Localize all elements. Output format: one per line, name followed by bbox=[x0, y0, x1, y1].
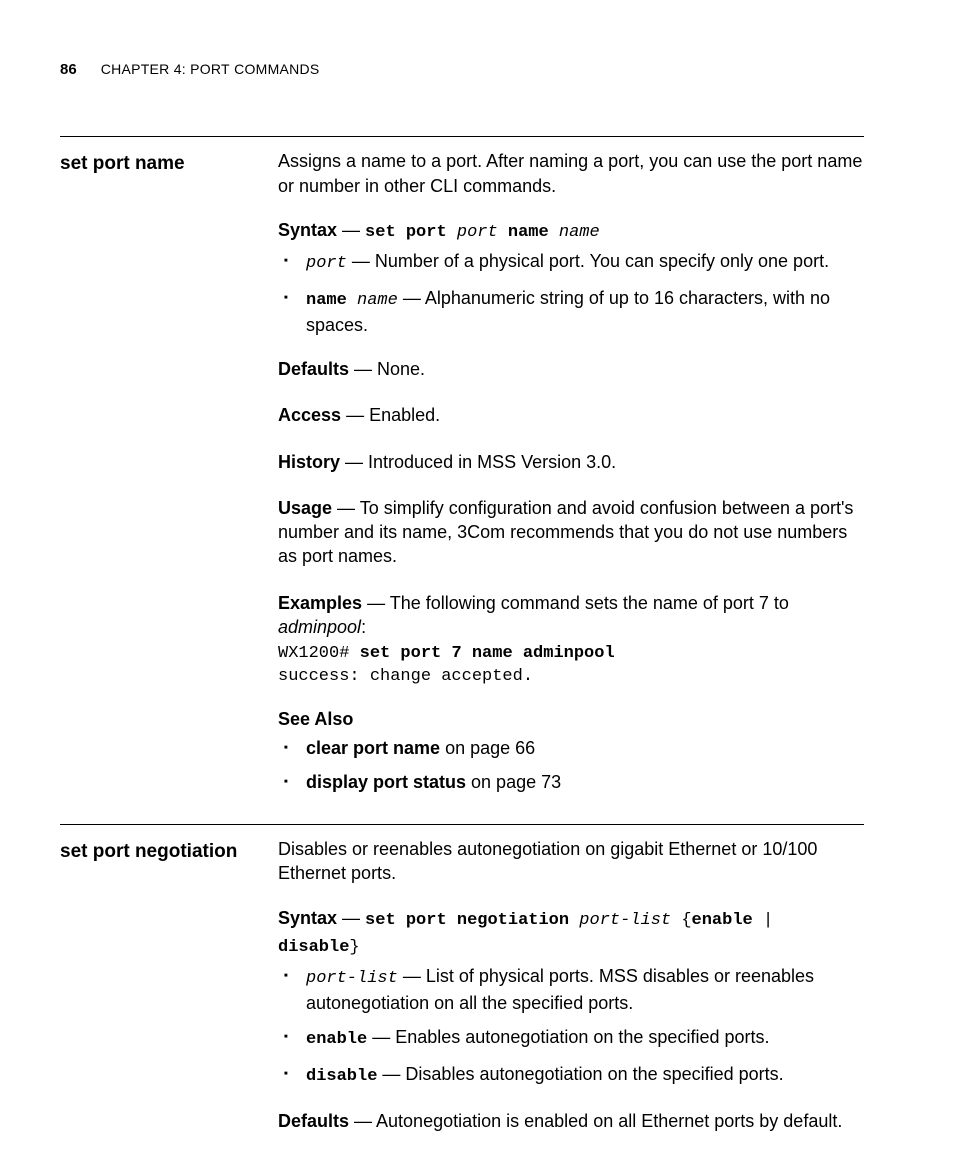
text: 4: bbox=[170, 61, 191, 77]
list-item: name name — Alphanumeric string of up to… bbox=[278, 286, 864, 337]
label: Access bbox=[278, 405, 341, 425]
code: enable bbox=[692, 911, 753, 930]
text: : bbox=[361, 617, 366, 637]
code: disable bbox=[278, 938, 349, 957]
section-set-port-name: set port name Assigns a name to a port. … bbox=[60, 149, 864, 814]
text: — Enabled. bbox=[341, 405, 440, 425]
list-item: enable — Enables autonegotiation on the … bbox=[278, 1025, 864, 1052]
history-line: History — Introduced in MSS Version 3.0. bbox=[278, 450, 864, 474]
section-set-port-negotiation: set port negotiation Disables or reenabl… bbox=[60, 837, 864, 1155]
text: on page 66 bbox=[440, 738, 535, 758]
section-title: set port name bbox=[60, 149, 278, 177]
defaults-line: Defaults — Autonegotiation is enabled on… bbox=[278, 1109, 864, 1133]
code: set port bbox=[365, 223, 457, 242]
code: | bbox=[753, 911, 773, 930]
code: set port 7 name adminpool bbox=[360, 644, 615, 663]
label: Examples bbox=[278, 593, 362, 613]
code: { bbox=[671, 911, 691, 930]
examples-line: Examples — The following command sets th… bbox=[278, 591, 864, 640]
syntax-line: Syntax — set port negotiation port-list … bbox=[278, 906, 864, 960]
page: 86 CHAPTER 4: PORT COMMANDS set port nam… bbox=[0, 0, 954, 1145]
text: C bbox=[234, 61, 244, 77]
code: success: change accepted. bbox=[278, 667, 533, 686]
page-number: 86 bbox=[60, 60, 77, 80]
label: Usage bbox=[278, 498, 332, 518]
text: C bbox=[101, 61, 111, 77]
chapter-title: CHAPTER 4: PORT COMMANDS bbox=[101, 60, 320, 79]
text: P bbox=[190, 61, 200, 77]
text: — The following command sets the name of… bbox=[362, 593, 789, 613]
link-text: clear port name bbox=[306, 738, 440, 758]
defaults-line: Defaults — None. bbox=[278, 357, 864, 381]
section-body: Assigns a name to a port. After naming a… bbox=[278, 149, 864, 814]
label: Syntax bbox=[278, 908, 337, 928]
text: OMMANDS bbox=[244, 61, 319, 77]
label: History bbox=[278, 452, 340, 472]
text: ORT bbox=[200, 61, 230, 77]
code: name bbox=[498, 223, 559, 242]
text: — Number of a physical port. You can spe… bbox=[347, 251, 829, 271]
text: — Enables autonegotiation on the specifi… bbox=[367, 1027, 769, 1047]
label: Syntax bbox=[278, 220, 337, 240]
code: enable bbox=[306, 1030, 367, 1049]
syntax-params: port — Number of a physical port. You ca… bbox=[278, 249, 864, 337]
code: port bbox=[306, 254, 347, 273]
code-example: WX1200# set port 7 name adminpool succes… bbox=[278, 643, 864, 689]
code: port bbox=[457, 223, 498, 242]
text: — To simplify configuration and avoid co… bbox=[278, 498, 853, 567]
text: — Disables autonegotiation on the specif… bbox=[377, 1064, 783, 1084]
section-title: set port negotiation bbox=[60, 837, 278, 865]
divider bbox=[60, 824, 864, 825]
list-item: disable — Disables autonegotiation on th… bbox=[278, 1062, 864, 1089]
code: name bbox=[306, 291, 357, 310]
code: set port negotiation bbox=[365, 911, 579, 930]
text: HAPTER bbox=[111, 61, 169, 77]
divider bbox=[60, 136, 864, 137]
text: — Introduced in MSS Version 3.0. bbox=[340, 452, 616, 472]
see-also-heading: See Also bbox=[278, 707, 864, 731]
text: adminpool bbox=[278, 617, 361, 637]
label: Defaults bbox=[278, 359, 349, 379]
list-item: port-list — List of physical ports. MSS … bbox=[278, 964, 864, 1015]
text: — bbox=[337, 908, 365, 928]
code: port-list bbox=[306, 969, 398, 988]
code: name bbox=[559, 223, 600, 242]
label: See Also bbox=[278, 709, 353, 729]
page-header: 86 CHAPTER 4: PORT COMMANDS bbox=[60, 60, 864, 80]
text: — bbox=[337, 220, 365, 240]
code: } bbox=[349, 938, 359, 957]
text: — Autonegotiation is enabled on all Ethe… bbox=[349, 1111, 842, 1131]
section-body: Disables or reenables autonegotiation on… bbox=[278, 837, 864, 1155]
list-item: port — Number of a physical port. You ca… bbox=[278, 249, 864, 276]
see-also-list: clear port name on page 66 display port … bbox=[278, 736, 864, 795]
access-line: Access — Enabled. bbox=[278, 403, 864, 427]
text: — None. bbox=[349, 359, 425, 379]
code: WX1200# bbox=[278, 644, 360, 663]
list-item: clear port name on page 66 bbox=[278, 736, 864, 760]
code: port-list bbox=[579, 911, 671, 930]
text: on page 73 bbox=[466, 772, 561, 792]
code: disable bbox=[306, 1067, 377, 1086]
label: Defaults bbox=[278, 1111, 349, 1131]
intro-text: Disables or reenables autonegotiation on… bbox=[278, 837, 864, 886]
intro-text: Assigns a name to a port. After naming a… bbox=[278, 149, 864, 198]
syntax-line: Syntax — set port port name name bbox=[278, 218, 864, 245]
code: name bbox=[357, 291, 398, 310]
list-item: display port status on page 73 bbox=[278, 770, 864, 794]
link-text: display port status bbox=[306, 772, 466, 792]
usage-line: Usage — To simplify configuration and av… bbox=[278, 496, 864, 569]
syntax-params: port-list — List of physical ports. MSS … bbox=[278, 964, 864, 1089]
